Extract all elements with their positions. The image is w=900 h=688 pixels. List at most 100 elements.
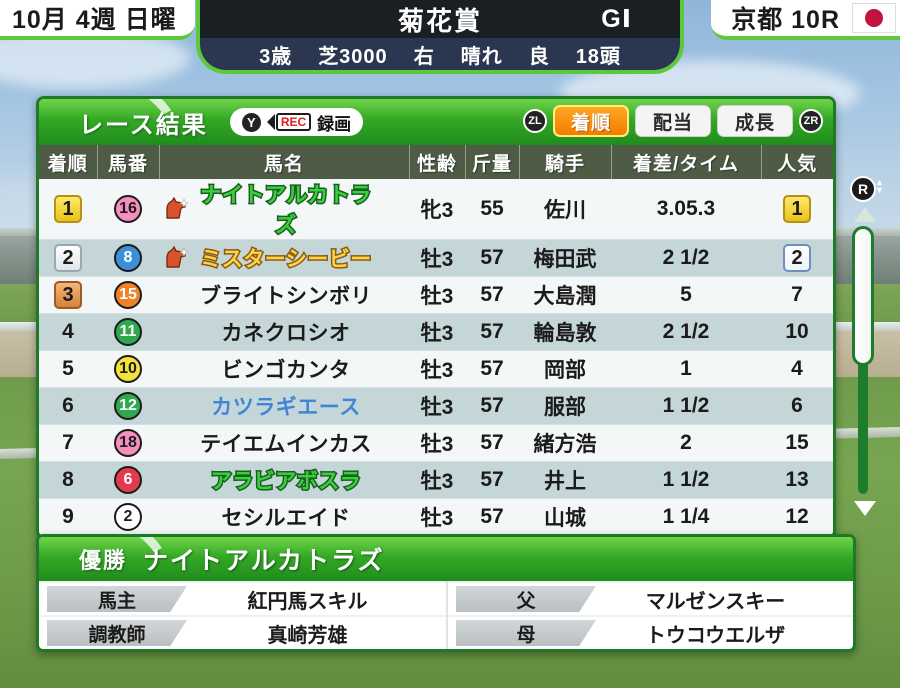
dam-row: 母 トウコウエルザ <box>448 615 853 649</box>
winner-details: 馬主 紅円馬スキル 調教師 真崎芳雄 父 マルゼンスキー 母 トウコウエルザ <box>39 581 853 649</box>
cell-margin-time: 3.05.3 <box>611 179 761 240</box>
scroll-down-arrow-icon[interactable] <box>854 501 876 516</box>
col-sex-age: 性齢 <box>409 145 466 179</box>
cell-jockey: 緒方浩 <box>519 424 611 462</box>
cell-margin-time: 2 <box>611 424 761 462</box>
cell-rank: 8 <box>39 461 97 499</box>
rec-camera-icon: REC <box>266 113 312 131</box>
tab-seichou[interactable]: 成長 <box>717 105 793 137</box>
cell-rank: 7 <box>39 424 97 462</box>
winner-col-right: 父 マルゼンスキー 母 トウコウエルザ <box>446 581 853 649</box>
cell-gate: 15 <box>97 276 159 314</box>
spacer <box>383 505 409 529</box>
horse-name: ミスターシービー <box>199 247 373 273</box>
owner-key: 馬主 <box>47 586 187 612</box>
tab-haitou[interactable]: 配当 <box>635 105 711 137</box>
horse-icon-placeholder <box>163 320 189 344</box>
winner-horse-name: ナイトアルカトラズ <box>143 547 385 575</box>
cell-popularity: 13 <box>761 461 833 499</box>
table-row[interactable]: 1 16 ナイトアルカトラズ 牝3 55 佐川 3.05.3 1 <box>39 179 833 240</box>
cell-weight: 57 <box>465 350 519 388</box>
cell-popularity: 6 <box>761 387 833 425</box>
table-row[interactable]: 9 2 セシルエイド 牡3 57 山城 1 1/4 12 <box>39 498 833 536</box>
cell-gate: 6 <box>97 461 159 499</box>
condition-direction: 右 <box>413 45 435 68</box>
cell-gate: 12 <box>97 387 159 425</box>
spacer <box>383 394 409 418</box>
cell-horse-name: ナイトアルカトラズ <box>159 179 409 240</box>
col-popularity: 人気 <box>761 145 833 179</box>
table-row[interactable]: 5 10 ビンゴカンタ 牡3 57 岡部 1 4 <box>39 350 833 388</box>
horse-name: ナイトアルカトラズ <box>199 183 373 239</box>
cell-jockey: 佐川 <box>519 179 611 240</box>
cell-horse-name: テイエムインカス <box>159 424 409 462</box>
gate-number-icon: 18 <box>114 429 142 457</box>
cell-gate: 2 <box>97 498 159 536</box>
gate-number-icon: 2 <box>114 503 142 531</box>
right-stick-icon[interactable]: R <box>850 176 876 202</box>
cell-jockey: 山城 <box>519 498 611 536</box>
race-conditions: 3歳 芝3000 右 晴れ 良 18頭 <box>200 38 680 70</box>
cell-horse-name: セシルエイド <box>159 498 409 536</box>
cell-weight: 57 <box>465 424 519 462</box>
scrollbar-thumb[interactable] <box>852 226 874 366</box>
condition-age: 3歳 <box>259 45 293 68</box>
horse-icon-placeholder <box>163 394 189 418</box>
cell-popularity: 12 <box>761 498 833 536</box>
cell-gate: 10 <box>97 350 159 388</box>
race-title-row: 菊花賞 GⅠ <box>200 0 680 38</box>
gate-number-icon: 15 <box>114 281 142 309</box>
cell-margin-time: 1 1/4 <box>611 498 761 536</box>
venue-display: 京都 10R <box>711 0 900 40</box>
horse-head-icon <box>166 246 189 268</box>
tab-bar: ZL 着順 配当 成長 ZR <box>523 105 823 137</box>
table-row[interactable]: 6 12 カツラギエース 牡3 57 服部 1 1/2 6 <box>39 387 833 425</box>
cell-margin-time: 1 1/2 <box>611 387 761 425</box>
cell-gate: 11 <box>97 313 159 351</box>
sire-row: 父 マルゼンスキー <box>448 581 853 615</box>
cell-horse-name: ブライトシンボリ <box>159 276 409 314</box>
scrollbar[interactable]: R ▲ ▼ <box>846 176 886 516</box>
sire-key: 父 <box>456 586 596 612</box>
cell-sex-age: 牡3 <box>409 461 465 499</box>
popularity-badge: 2 <box>783 244 811 272</box>
cell-jockey: 梅田武 <box>519 239 611 277</box>
table-row[interactable]: 3 15 ブライトシンボリ 牡3 57 大島潤 5 7 <box>39 276 833 314</box>
dam-key: 母 <box>456 620 596 646</box>
cell-gate: 18 <box>97 424 159 462</box>
tab-chakujun[interactable]: 着順 <box>553 105 629 137</box>
race-grade: GⅠ <box>601 5 632 33</box>
venue-text: 京都 10R <box>731 6 840 34</box>
zl-trigger-icon[interactable]: ZL <box>523 109 547 133</box>
record-button[interactable]: Y REC 録画 <box>229 108 364 136</box>
winner-header: 優勝 ナイトアルカトラズ <box>39 537 853 581</box>
cell-horse-name: カツラギエース <box>159 387 409 425</box>
cell-gate: 8 <box>97 239 159 277</box>
cell-rank: 1 <box>39 179 97 240</box>
record-label: 録画 <box>317 114 352 134</box>
owner-value: 紅円馬スキル <box>247 590 368 613</box>
table-row[interactable]: 4 11 カネクロシオ 牡3 57 輪島敦 2 1/2 10 <box>39 313 833 351</box>
cell-popularity: 15 <box>761 424 833 462</box>
spacer <box>383 320 409 344</box>
cell-jockey: 井上 <box>519 461 611 499</box>
col-margin-time: 着差/タイム <box>611 145 762 179</box>
cell-popularity: 7 <box>761 276 833 314</box>
race-results-panel: レース結果 Y REC 録画 ZL 着順 配当 成長 ZR 着順 馬番 馬名 性… <box>36 96 836 539</box>
horse-name: ビンゴカンタ <box>221 359 351 382</box>
col-weight: 斤量 <box>465 145 520 179</box>
cell-sex-age: 牡3 <box>409 498 465 536</box>
col-jockey: 騎手 <box>519 145 612 179</box>
date-display: 10月 4週 日曜 <box>0 0 195 40</box>
table-row[interactable]: 2 8 ミスターシービー 牡3 57 梅田武 2 1/2 2 <box>39 239 833 277</box>
rank-medal: 3 <box>54 281 82 309</box>
cell-jockey: 服部 <box>519 387 611 425</box>
table-row[interactable]: 8 6 アラビアボスラ 牡3 57 井上 1 1/2 13 <box>39 461 833 499</box>
condition-course: 芝3000 <box>318 45 388 68</box>
table-row[interactable]: 7 18 テイエムインカス 牡3 57 緒方浩 2 15 <box>39 424 833 462</box>
cell-sex-age: 牡3 <box>409 239 465 277</box>
cell-sex-age: 牝3 <box>409 179 465 240</box>
cell-horse-name: ミスターシービー <box>159 239 409 277</box>
zr-trigger-icon[interactable]: ZR <box>799 109 823 133</box>
scroll-up-arrow-icon[interactable] <box>854 207 876 222</box>
